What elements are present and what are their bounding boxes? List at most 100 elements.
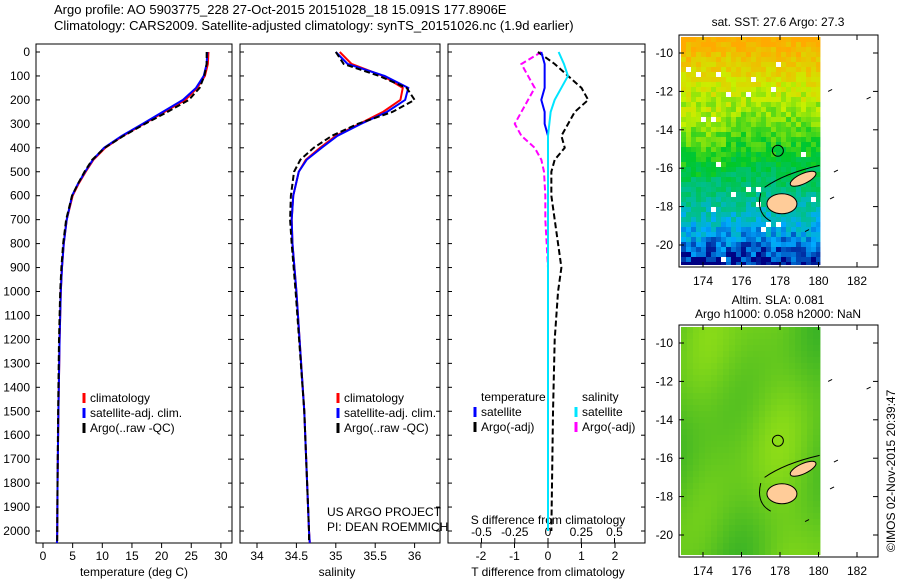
- map-cell: [747, 459, 753, 465]
- map-cell: [771, 232, 776, 237]
- map-cell: [791, 212, 796, 217]
- map-cell: [761, 47, 766, 52]
- map-cell: [701, 177, 706, 182]
- map-cell: [711, 375, 717, 381]
- map-cell: [766, 97, 771, 102]
- map-cell: [746, 252, 751, 257]
- map-cell: [721, 57, 726, 62]
- map-cell: [717, 429, 723, 435]
- map-cell: [693, 393, 699, 399]
- map-cell: [789, 513, 795, 519]
- map-cell: [736, 262, 741, 265]
- map-cell: [736, 227, 741, 232]
- map-cell: [747, 465, 753, 471]
- t-diff-tick-label: 0: [545, 549, 552, 563]
- map-cell: [811, 117, 816, 122]
- map-cell: [751, 62, 756, 67]
- map-cell: [801, 92, 806, 97]
- map-cell: [691, 182, 696, 187]
- map-cell: [723, 357, 729, 363]
- map-cell: [723, 537, 729, 543]
- map-cell: [699, 351, 705, 357]
- map-cell: [693, 471, 699, 477]
- map-cell: [801, 42, 806, 47]
- map-cell: [783, 441, 789, 447]
- map-cell: [681, 549, 687, 555]
- map-cell: [753, 513, 759, 519]
- map-cell: [791, 112, 796, 117]
- map-cell: [796, 257, 801, 262]
- map-cell: [811, 247, 816, 252]
- map-cell: [781, 247, 786, 252]
- map-cell: [786, 37, 791, 42]
- map-cell: [723, 351, 729, 357]
- map-cell: [681, 182, 686, 187]
- map-cell: [706, 62, 711, 67]
- map-cell: [791, 187, 796, 192]
- map-cell: [706, 67, 711, 72]
- map-cell: [771, 172, 776, 177]
- map-cell: [783, 525, 789, 531]
- map-cell: [759, 381, 765, 387]
- salinity-axis-label: salinity: [319, 565, 356, 579]
- s-diff-tick-label: -0.25: [501, 525, 529, 539]
- map-cell: [717, 471, 723, 477]
- map-cell: [696, 82, 701, 87]
- map-cell: [687, 333, 693, 339]
- map-cell: [681, 192, 686, 197]
- map-cell: [816, 72, 821, 77]
- map-cell: [681, 172, 686, 177]
- map-cell: [736, 102, 741, 107]
- island-mark: [829, 196, 835, 200]
- map-cell: [691, 252, 696, 257]
- map-cell: [699, 399, 705, 405]
- map-cell: [786, 67, 791, 72]
- map-cell: [747, 357, 753, 363]
- salinity-satellite-line: [290, 51, 410, 544]
- map-cell: [706, 172, 711, 177]
- map-cell: [681, 519, 687, 525]
- map-cell: [686, 192, 691, 197]
- map-cell: [716, 167, 721, 172]
- map-cell: [813, 369, 819, 375]
- map-cell: [696, 242, 701, 247]
- map-cell: [761, 217, 766, 222]
- map-cell: [686, 157, 691, 162]
- map-cell: [795, 387, 801, 393]
- map-cell: [795, 459, 801, 465]
- map-cell: [721, 237, 726, 242]
- map-cell: [711, 441, 717, 447]
- map-cell: [791, 222, 796, 227]
- map-cell: [729, 465, 735, 471]
- map-cell: [781, 222, 786, 227]
- map-cell: [786, 72, 791, 77]
- map-cell: [687, 543, 693, 549]
- map-cell: [705, 507, 711, 513]
- map-cell: [741, 197, 746, 202]
- map-cell: [806, 102, 811, 107]
- map-cell: [686, 152, 691, 157]
- map-cell: [721, 177, 726, 182]
- map-cell: [771, 411, 777, 417]
- map-cell: [741, 525, 747, 531]
- map-cell: [801, 429, 807, 435]
- map-cell: [681, 42, 686, 47]
- map-cell: [711, 247, 716, 252]
- map-cell: [789, 417, 795, 423]
- map-cell: [696, 212, 701, 217]
- map-cell: [751, 82, 756, 87]
- map-cell: [721, 152, 726, 157]
- map-cell: [781, 97, 786, 102]
- map-cell: [751, 192, 756, 197]
- map-cell: [819, 537, 821, 543]
- map-cell: [753, 441, 759, 447]
- map-cell: [691, 167, 696, 172]
- map-cell: [816, 222, 821, 227]
- map-cell: [771, 72, 776, 77]
- temperature-tick-label: 0: [40, 549, 47, 563]
- map-cell: [681, 212, 686, 217]
- map-cell: [736, 137, 741, 142]
- map-cell: [776, 97, 781, 102]
- map-cell: [811, 127, 816, 132]
- map-cell: [765, 387, 771, 393]
